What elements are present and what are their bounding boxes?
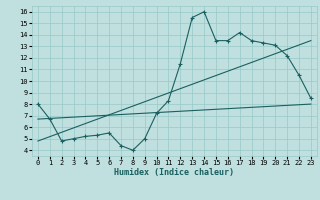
X-axis label: Humidex (Indice chaleur): Humidex (Indice chaleur) (115, 168, 234, 177)
